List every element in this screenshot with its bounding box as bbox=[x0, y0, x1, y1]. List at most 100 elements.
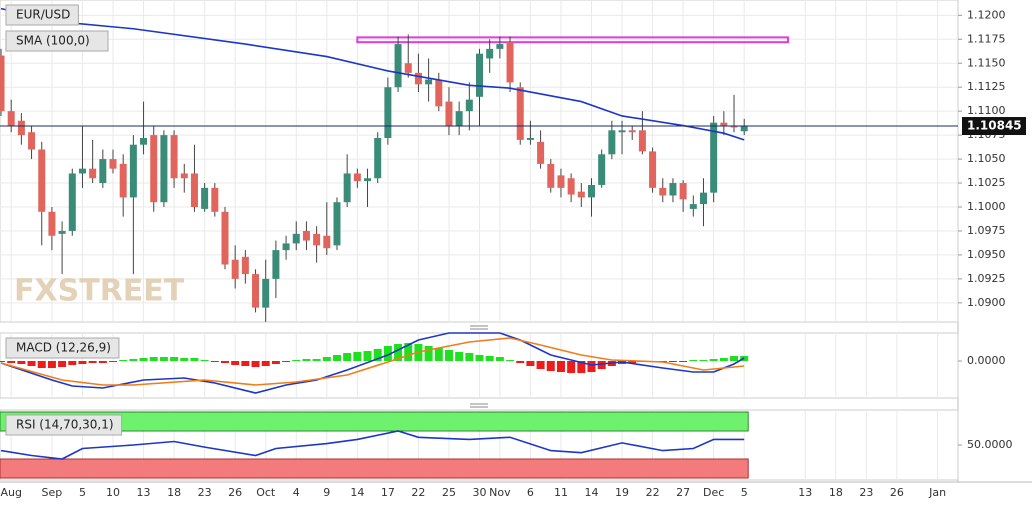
candle-body bbox=[292, 233, 300, 244]
candle-body bbox=[526, 138, 534, 140]
resize-handle[interactable] bbox=[470, 325, 488, 330]
overbought-zone bbox=[0, 411, 749, 432]
candle-body bbox=[241, 256, 249, 275]
candle-body bbox=[587, 184, 595, 198]
line bbox=[0, 337, 745, 386]
candle-body bbox=[577, 191, 585, 198]
panel-border bbox=[0, 0, 959, 323]
histogram-bar bbox=[485, 356, 494, 361]
candle-body bbox=[476, 53, 484, 97]
x-tick-label: 4 bbox=[293, 486, 300, 499]
y-tick-label: 1.1150 bbox=[967, 56, 1006, 69]
histogram-bar bbox=[68, 361, 77, 365]
legend-text: SMA (100,0) bbox=[16, 34, 90, 48]
candle-body bbox=[7, 111, 15, 126]
y-tick-label: 0.0000 bbox=[967, 354, 1006, 367]
candle-body bbox=[160, 135, 168, 203]
x-tick-label: 19 bbox=[615, 486, 629, 499]
line bbox=[0, 332, 745, 394]
histogram-bar bbox=[119, 360, 128, 361]
candle-body bbox=[58, 230, 66, 234]
histogram-bar bbox=[475, 355, 484, 361]
histogram-bar bbox=[556, 361, 565, 372]
x-tick-label: 14 bbox=[350, 486, 364, 499]
candle-body bbox=[0, 55, 5, 112]
line bbox=[0, 430, 745, 460]
histogram-bar bbox=[322, 357, 331, 361]
histogram-bar bbox=[373, 349, 382, 361]
y-tick-label: 1.1125 bbox=[967, 80, 1006, 93]
candle-body bbox=[679, 183, 687, 200]
x-tick-label: Sep bbox=[42, 486, 63, 499]
candle-body bbox=[78, 168, 86, 174]
histogram-bar bbox=[190, 358, 199, 361]
histogram-bar bbox=[668, 361, 677, 362]
histogram-bar bbox=[159, 357, 168, 361]
y-tick-label: 1.0900 bbox=[967, 296, 1006, 309]
x-tick-label: 9 bbox=[323, 486, 330, 499]
x-tick-label: 25 bbox=[442, 486, 456, 499]
histogram-bar bbox=[98, 361, 107, 363]
candle-body bbox=[486, 48, 494, 59]
x-tick-label: 22 bbox=[411, 486, 425, 499]
candle-body bbox=[89, 168, 97, 179]
candle-body bbox=[364, 178, 372, 182]
candle-body bbox=[201, 187, 209, 209]
histogram-bar bbox=[516, 361, 525, 363]
label-box bbox=[5, 337, 120, 359]
x-tick-label: 17 bbox=[381, 486, 395, 499]
resize-handle[interactable] bbox=[470, 403, 488, 408]
y-tick-label: 1.0975 bbox=[967, 224, 1006, 237]
histogram-bar bbox=[363, 351, 372, 361]
candle-body bbox=[262, 278, 270, 308]
histogram-bar bbox=[730, 356, 739, 361]
histogram-bar bbox=[261, 361, 270, 366]
histogram-bar bbox=[180, 358, 189, 361]
histogram-bar bbox=[220, 361, 229, 363]
candle-body bbox=[445, 101, 453, 126]
y-tick-label: 1.1200 bbox=[967, 8, 1006, 21]
histogram-bar bbox=[689, 360, 698, 361]
x-tick-label: 6 bbox=[527, 486, 534, 499]
histogram-bar bbox=[455, 352, 464, 361]
histogram-bar bbox=[47, 361, 56, 368]
histogram-bar bbox=[526, 361, 535, 366]
histogram-bar bbox=[0, 361, 6, 362]
candle-body bbox=[180, 173, 188, 179]
x-tick-label: 14 bbox=[584, 486, 598, 499]
histogram-bar bbox=[394, 344, 403, 361]
histogram-bar bbox=[434, 348, 443, 361]
candle-body bbox=[547, 163, 555, 188]
candle-body bbox=[211, 187, 219, 212]
indicator-label: RSI (14,70,30,1) bbox=[5, 414, 123, 436]
histogram-bar bbox=[495, 357, 504, 361]
candle-body bbox=[455, 111, 463, 126]
x-tick-label: 18 bbox=[167, 486, 181, 499]
candle-body bbox=[302, 230, 310, 241]
candle-body bbox=[567, 178, 575, 195]
x-tick-label: 5 bbox=[79, 486, 86, 499]
x-tick-label: Nov bbox=[489, 486, 511, 499]
histogram-bar bbox=[58, 361, 67, 367]
candle-body bbox=[272, 250, 280, 279]
candle-body bbox=[99, 159, 107, 184]
y-tick-label: 1.1000 bbox=[967, 200, 1006, 213]
histogram-bar bbox=[241, 361, 250, 366]
candle-body bbox=[221, 211, 229, 265]
candle-body bbox=[394, 44, 402, 88]
candle-body bbox=[496, 44, 504, 49]
candle-body bbox=[333, 202, 341, 246]
legend-item: SMA (100,0) bbox=[5, 30, 109, 52]
y-tick-label: 1.1175 bbox=[967, 32, 1006, 45]
histogram-bar bbox=[404, 343, 413, 361]
histogram-bar bbox=[343, 353, 352, 361]
candle-body bbox=[313, 233, 321, 246]
x-tick-label: 11 bbox=[554, 486, 568, 499]
candle-body bbox=[374, 138, 382, 179]
x-tick-label: 30 bbox=[473, 486, 487, 499]
y-tick-label: 1.0950 bbox=[967, 248, 1006, 261]
histogram-bar bbox=[383, 346, 392, 361]
candle-body bbox=[649, 151, 657, 188]
candle-body bbox=[48, 211, 56, 236]
x-tick-label: Jan bbox=[928, 486, 946, 499]
